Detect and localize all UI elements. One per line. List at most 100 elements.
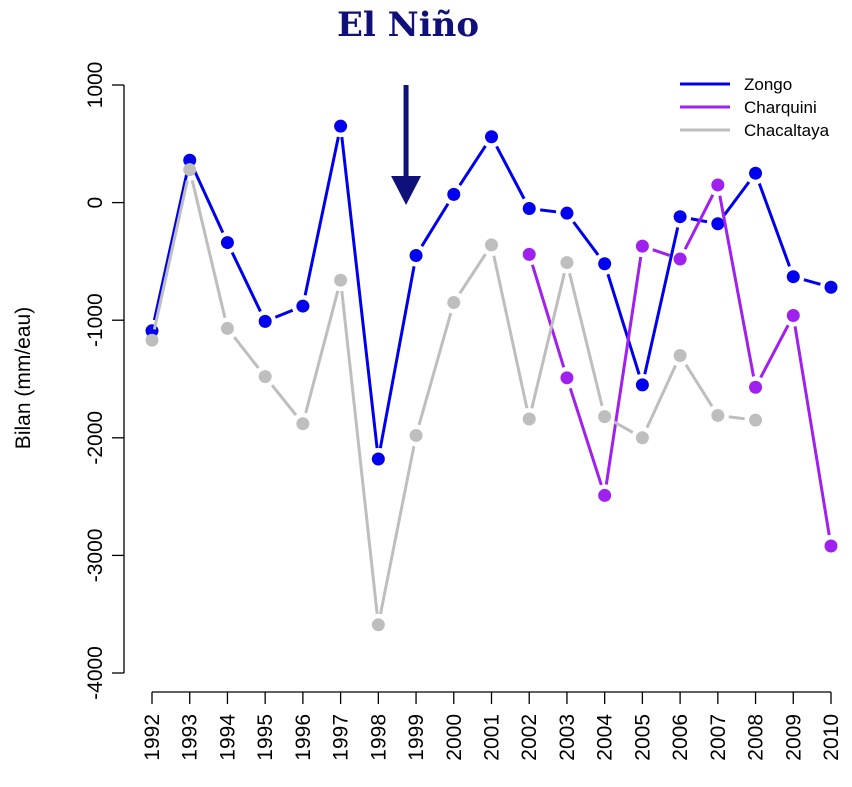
data-point xyxy=(560,256,574,270)
x-tick-label: 1996 xyxy=(292,714,315,761)
data-point xyxy=(447,187,461,201)
series-line-segment xyxy=(417,312,453,426)
y-axis: -4000 -3000 -2000 -1000 0 1000 xyxy=(84,62,125,700)
data-point xyxy=(371,452,385,466)
x-tick-label: 2001 xyxy=(481,714,504,761)
data-point xyxy=(786,270,800,284)
y-tick-label: -3000 xyxy=(84,529,107,583)
data-point xyxy=(598,257,612,271)
series-line-segment xyxy=(233,336,260,369)
arrow-head xyxy=(391,176,422,205)
legend-label: Zongo xyxy=(744,75,792,94)
series-line-segment xyxy=(378,266,416,449)
series-line-segment xyxy=(568,272,604,407)
y-tick-label: 0 xyxy=(84,197,107,209)
x-tick-label: 2010 xyxy=(820,714,843,761)
data-point xyxy=(824,539,838,553)
series-line-segment xyxy=(379,445,416,615)
series-line-segment xyxy=(152,180,189,330)
series-line-segment xyxy=(458,253,487,295)
series-line-segment xyxy=(572,221,600,256)
series-line-segment xyxy=(718,195,756,377)
x-axis: 1992 1993 1994 1995 1996 1997 1998 1999 2000 2001… xyxy=(141,691,843,761)
data-point xyxy=(673,348,687,362)
data-point xyxy=(749,166,763,180)
series-line-segment xyxy=(270,384,298,417)
data-point xyxy=(145,333,159,347)
y-tick-label: -2000 xyxy=(84,411,107,465)
data-point xyxy=(522,412,536,426)
x-tick-label: 1995 xyxy=(254,714,277,761)
data-point xyxy=(334,119,348,133)
x-tick-label: 2002 xyxy=(518,714,541,761)
x-tick-label: 2003 xyxy=(556,714,579,761)
data-point xyxy=(711,178,725,192)
data-point xyxy=(485,130,498,144)
series-line-segment xyxy=(539,208,557,214)
y-tick-label: -4000 xyxy=(84,646,107,700)
data-point xyxy=(635,431,649,445)
data-point xyxy=(296,299,310,313)
y-tick-label: -1000 xyxy=(84,293,107,347)
data-point xyxy=(560,206,574,220)
data-point xyxy=(598,488,612,502)
data-point xyxy=(485,238,498,252)
series-line-segment xyxy=(192,169,225,234)
data-point xyxy=(522,247,536,261)
series-line-segment xyxy=(492,255,529,409)
data-point xyxy=(183,163,197,177)
data-point xyxy=(824,280,838,294)
legend-label: Chacaltaya xyxy=(744,121,830,140)
data-point xyxy=(447,296,461,310)
series-line-segment xyxy=(683,194,715,250)
series-line-segment xyxy=(568,387,603,486)
data-point xyxy=(371,618,385,632)
series-line-segment xyxy=(604,256,643,485)
x-tick-label: 1994 xyxy=(216,714,239,761)
series-layer xyxy=(145,119,838,632)
x-tick-label: 1992 xyxy=(141,714,164,761)
series-line-segment xyxy=(723,181,751,216)
data-point xyxy=(635,239,649,253)
x-tick-label: 2006 xyxy=(669,714,692,761)
series-line-segment xyxy=(530,272,566,409)
data-point xyxy=(220,236,234,250)
series-line-segment xyxy=(152,170,189,321)
data-point xyxy=(560,371,574,385)
x-tick-label: 2009 xyxy=(782,714,805,761)
series-line-segment xyxy=(759,324,790,379)
series-line-segment xyxy=(420,202,450,247)
data-point xyxy=(786,308,800,322)
data-point xyxy=(749,413,763,427)
series-line-segment xyxy=(340,290,379,615)
data-point xyxy=(711,217,725,231)
series-line-segment xyxy=(757,183,791,267)
data-point xyxy=(409,249,423,263)
series-line-segment xyxy=(652,248,671,257)
data-point xyxy=(220,321,234,335)
y-axis-label: Bilan (mm/eau) xyxy=(12,307,35,449)
series-line-segment xyxy=(613,420,634,434)
x-tick-label: 1998 xyxy=(367,714,390,761)
series-charquini xyxy=(522,178,838,553)
series-line-segment xyxy=(531,264,566,368)
data-point xyxy=(598,410,612,424)
data-point xyxy=(183,153,197,167)
data-point xyxy=(522,201,536,215)
series-line-segment xyxy=(803,278,821,286)
series-line-segment xyxy=(274,308,294,319)
x-tick-label: 2005 xyxy=(631,714,654,761)
x-tick-label: 1997 xyxy=(330,714,353,761)
data-point xyxy=(673,210,687,224)
data-point xyxy=(749,380,763,394)
x-tick-label: 1999 xyxy=(405,714,428,761)
series-line-segment xyxy=(458,145,487,186)
annotation-layer xyxy=(391,85,422,205)
series-line-segment xyxy=(303,136,340,296)
data-point xyxy=(334,273,348,287)
series-line-segment xyxy=(793,326,831,536)
data-point xyxy=(258,314,272,328)
series-zongo xyxy=(145,119,838,466)
legend-label: Charquini xyxy=(744,98,817,117)
